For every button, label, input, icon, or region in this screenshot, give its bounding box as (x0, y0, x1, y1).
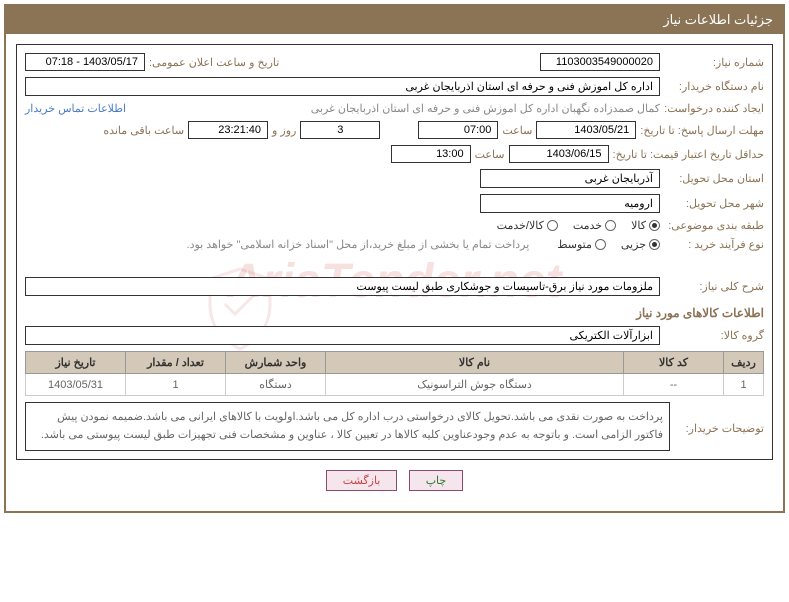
print-button[interactable]: چاپ (409, 470, 464, 491)
city-label: شهر محل تحویل: (664, 197, 764, 210)
radio-label: کالا/خدمت (497, 219, 544, 232)
deadline-remaining-label: ساعت باقی مانده (103, 124, 184, 137)
province-label: استان محل تحویل: (664, 172, 764, 185)
goods-group-value: ابزارآلات الکتریکی (25, 326, 660, 345)
back-button[interactable]: بازگشت (326, 470, 398, 491)
requester-value: کمال صمدزاده نگهبان اداره کل اموزش فنی و… (311, 102, 660, 115)
table-header-3: واحد شمارش (226, 352, 326, 374)
deadline-label: مهلت ارسال پاسخ: تا تاریخ: (640, 124, 764, 137)
button-row: چاپ بازگشت (16, 460, 773, 501)
row-purchase-type: نوع فرآیند خرید : جزیی متوسط پرداخت تمام … (25, 238, 764, 251)
deadline-remaining: 23:21:40 (188, 121, 268, 139)
need-number-value: 1103003549000020 (540, 53, 660, 71)
row-validity: حداقل تاریخ اعتبار قیمت: تا تاریخ: 1403/… (25, 145, 764, 163)
main-panel: جزئیات اطلاعات نیاز شماره نیاز: 11030035… (4, 4, 785, 513)
buyer-org-value: اداره کل اموزش فنی و حرفه ای استان اذربا… (25, 77, 660, 96)
panel-header: جزئیات اطلاعات نیاز (6, 6, 783, 34)
radio-label: متوسط (557, 238, 592, 251)
category-radio-2[interactable]: کالا/خدمت (497, 219, 558, 232)
table-header-1: کد کالا (624, 352, 724, 374)
row-category: طبقه بندی موضوعی: کالا خدمت کالا/خدمت (25, 219, 764, 232)
radio-icon (595, 239, 606, 250)
row-buyer-notes: توضیحات خریدار: پرداخت به صورت نقدی می ب… (25, 402, 764, 451)
deadline-days-label: روز و (272, 124, 296, 137)
table-cell: 1 (126, 374, 226, 396)
table-cell: دستگاه جوش التراسونیک (326, 374, 624, 396)
table-row: 1--دستگاه جوش التراسونیکدستگاه11403/05/3… (26, 374, 764, 396)
row-requester: ایجاد کننده درخواست: کمال صمدزاده نگهبان… (25, 102, 764, 115)
description-label: شرح کلی نیاز: (664, 280, 764, 293)
description-value: ملزومات مورد نیاز برق-تاسیسات و جوشکاری … (25, 277, 660, 296)
need-number-label: شماره نیاز: (664, 56, 764, 69)
category-radio-0[interactable]: کالا (631, 219, 660, 232)
table-header-0: ردیف (724, 352, 764, 374)
purchase-radio-1[interactable]: متوسط (557, 238, 606, 251)
category-radio-1[interactable]: خدمت (573, 219, 616, 232)
row-need-number: شماره نیاز: 1103003549000020 تاریخ و ساع… (25, 53, 764, 71)
requester-label: ایجاد کننده درخواست: (664, 102, 764, 115)
row-province: استان محل تحویل: آذربایجان غربی (25, 169, 764, 188)
province-value: آذربایجان غربی (480, 169, 660, 188)
table-header-5: تاریخ نیاز (26, 352, 126, 374)
goods-info-title: اطلاعات کالاهای مورد نیاز (25, 306, 764, 320)
radio-label: جزیی (621, 238, 646, 251)
table-header-2: نام کالا (326, 352, 624, 374)
validity-time: 13:00 (391, 145, 471, 163)
table-header-4: تعداد / مقدار (126, 352, 226, 374)
row-buyer-org: نام دستگاه خریدار: اداره کل اموزش فنی و … (25, 77, 764, 96)
validity-date: 1403/06/15 (509, 145, 609, 163)
table-cell: 1403/05/31 (26, 374, 126, 396)
announce-date-label: تاریخ و ساعت اعلان عمومی: (149, 56, 279, 69)
category-label: طبقه بندی موضوعی: (664, 219, 764, 232)
radio-icon (605, 220, 616, 231)
panel-title: جزئیات اطلاعات نیاز (663, 12, 773, 27)
row-city: شهر محل تحویل: ارومیه (25, 194, 764, 213)
buyer-org-label: نام دستگاه خریدار: (664, 80, 764, 93)
row-deadline: مهلت ارسال پاسخ: تا تاریخ: 1403/05/21 سا… (25, 121, 764, 139)
contact-link[interactable]: اطلاعات تماس خریدار (25, 102, 126, 115)
radio-icon (547, 220, 558, 231)
table-cell: دستگاه (226, 374, 326, 396)
table-cell: 1 (724, 374, 764, 396)
deadline-time: 07:00 (418, 121, 498, 139)
deadline-date: 1403/05/21 (536, 121, 636, 139)
purchase-radio-0[interactable]: جزیی (621, 238, 660, 251)
validity-time-label: ساعت (475, 148, 505, 161)
goods-table: ردیفکد کالانام کالاواحد شمارشتعداد / مقد… (25, 351, 764, 396)
purchase-note: پرداخت تمام یا بخشی از مبلغ خرید،از محل … (187, 238, 530, 251)
row-description: شرح کلی نیاز: ملزومات مورد نیاز برق-تاسی… (25, 277, 764, 296)
radio-label: خدمت (573, 219, 602, 232)
table-cell: -- (624, 374, 724, 396)
city-value: ارومیه (480, 194, 660, 213)
goods-group-label: گروه کالا: (664, 329, 764, 342)
deadline-days: 3 (300, 121, 380, 139)
radio-icon (649, 220, 660, 231)
radio-icon (649, 239, 660, 250)
validity-label: حداقل تاریخ اعتبار قیمت: تا تاریخ: (613, 148, 764, 161)
announce-date-value: 1403/05/17 - 07:18 (25, 53, 145, 71)
buyer-notes-label: توضیحات خریدار: (674, 402, 764, 435)
purchase-type-label: نوع فرآیند خرید : (664, 238, 764, 251)
radio-label: کالا (631, 219, 646, 232)
buyer-notes-value: پرداخت به صورت نقدی می باشد.تحویل کالای … (25, 402, 670, 451)
deadline-time-label: ساعت (502, 124, 532, 137)
row-goods-group: گروه کالا: ابزارآلات الکتریکی (25, 326, 764, 345)
